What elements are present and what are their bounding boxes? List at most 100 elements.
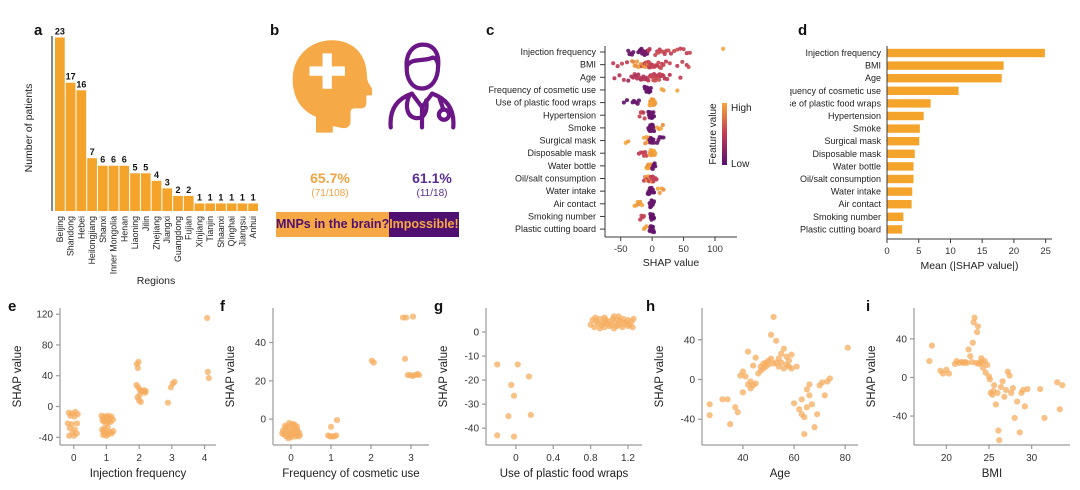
svg-text:20: 20 xyxy=(1009,246,1020,257)
svg-text:Disposable mask: Disposable mask xyxy=(812,149,881,159)
svg-text:Regions: Regions xyxy=(137,275,176,287)
svg-text:Plastic cutting board: Plastic cutting board xyxy=(800,224,881,234)
svg-text:16: 16 xyxy=(76,79,86,89)
svg-text:Frequency of cosmetic use: Frequency of cosmetic use xyxy=(488,85,596,95)
svg-text:6: 6 xyxy=(100,155,105,165)
svg-text:2: 2 xyxy=(136,453,142,464)
svg-text:Plastic cutting board: Plastic cutting board xyxy=(515,224,596,234)
brain-mnp-stat: 65.7% (71/108) xyxy=(280,170,380,199)
svg-text:Anhui: Anhui xyxy=(248,216,258,239)
svg-text:80: 80 xyxy=(42,340,54,351)
svg-text:1: 1 xyxy=(229,192,234,202)
svg-text:-40: -40 xyxy=(893,412,908,423)
banner-impossible: Impossible! xyxy=(389,212,459,237)
svg-text:SHAP value: SHAP value xyxy=(438,346,450,408)
svg-text:0: 0 xyxy=(513,453,519,464)
svg-text:-40: -40 xyxy=(39,433,54,444)
svg-text:0.8: 0.8 xyxy=(584,453,598,464)
svg-text:40: 40 xyxy=(737,453,749,464)
brain-mnp-fraction: (71/108) xyxy=(311,188,349,199)
svg-text:SHAP value: SHAP value xyxy=(654,346,666,408)
svg-text:1: 1 xyxy=(197,192,202,202)
svg-text:Frequency of cosmetic use: Frequency of cosmetic use xyxy=(790,86,881,96)
svg-text:Smoke: Smoke xyxy=(568,123,596,133)
svg-text:Jiangsu: Jiangsu xyxy=(237,216,247,246)
svg-text:-30: -30 xyxy=(465,400,480,411)
svg-text:0: 0 xyxy=(689,375,695,386)
svg-text:50: 50 xyxy=(678,244,689,255)
svg-text:Beijing: Beijing xyxy=(55,216,65,243)
svg-text:Low: Low xyxy=(731,159,750,170)
panel-g-letter: g xyxy=(434,298,444,315)
svg-text:Age: Age xyxy=(580,72,596,82)
svg-text:25: 25 xyxy=(983,453,995,464)
svg-text:Jiangxi: Jiangxi xyxy=(162,216,172,243)
doctor-icon xyxy=(388,42,456,130)
svg-text:SHAP value: SHAP value xyxy=(12,346,24,408)
svg-text:0: 0 xyxy=(884,246,889,257)
svg-text:Heilongjiang: Heilongjiang xyxy=(87,216,97,265)
banner-mnps-in-brain: MNPs in the brain? xyxy=(276,212,390,237)
svg-text:0: 0 xyxy=(71,453,77,464)
svg-text:Water intake: Water intake xyxy=(831,187,881,197)
svg-text:2: 2 xyxy=(368,453,374,464)
svg-text:High: High xyxy=(731,103,752,114)
svg-text:Shandong: Shandong xyxy=(66,216,76,256)
panel-a-letter: a xyxy=(34,22,43,39)
svg-text:Smoking number: Smoking number xyxy=(813,212,881,222)
panel-c-letter: c xyxy=(486,22,495,39)
svg-text:1: 1 xyxy=(208,192,213,202)
svg-text:Smoke: Smoke xyxy=(853,124,881,134)
shap-scatter-injection-frequency: 0 1 2 3 4 -40 0 40 80 120 Injection frequency SHAP … xyxy=(12,308,216,480)
svg-text:5: 5 xyxy=(916,246,921,257)
svg-text:SHAP value: SHAP value xyxy=(866,346,878,408)
svg-text:0.4: 0.4 xyxy=(546,453,560,464)
panel-i-letter: i xyxy=(866,298,871,315)
panel-h-letter: h xyxy=(646,298,656,315)
svg-text:Oil/salt consumption: Oil/salt consumption xyxy=(800,174,881,184)
panel-e-letter: e xyxy=(8,298,17,315)
svg-text:4: 4 xyxy=(154,170,159,180)
svg-text:-40: -40 xyxy=(681,415,696,426)
svg-text:3: 3 xyxy=(165,177,170,187)
svg-text:Zhejiang: Zhejiang xyxy=(152,216,162,250)
svg-text:Injection frequency: Injection frequency xyxy=(90,468,187,480)
svg-text:Fujian: Fujian xyxy=(184,216,194,240)
svg-text:120: 120 xyxy=(36,310,53,321)
brain-mnp-percentage: 65.7% xyxy=(310,170,350,186)
svg-text:Injection frequency: Injection frequency xyxy=(520,47,596,57)
svg-text:Henan: Henan xyxy=(119,216,129,242)
svg-text:-50: -50 xyxy=(614,244,628,255)
svg-text:SHAP value: SHAP value xyxy=(225,346,237,408)
doctor-fraction: (11/18) xyxy=(416,188,448,199)
svg-text:BMI: BMI xyxy=(580,60,596,70)
svg-text:Injection frequency: Injection frequency xyxy=(805,48,881,58)
head-with-cross-icon xyxy=(292,40,372,133)
svg-text:0: 0 xyxy=(901,373,907,384)
svg-text:20: 20 xyxy=(255,376,267,387)
svg-text:Water intake: Water intake xyxy=(546,186,596,196)
svg-text:Feature value: Feature value xyxy=(708,103,719,165)
svg-text:Jilin: Jilin xyxy=(141,216,151,231)
shap-scatter-plastic-food-wraps: 0 0.4 0.8 1.2 0 -10 -20 -30 -40 Use of plastic fo… xyxy=(438,308,642,480)
panel-b-letter: b xyxy=(270,22,280,39)
svg-text:7: 7 xyxy=(90,147,95,157)
svg-text:Water bottle: Water bottle xyxy=(548,161,596,171)
svg-text:80: 80 xyxy=(840,453,852,464)
svg-text:40: 40 xyxy=(684,335,696,346)
brain-mnp-infographic: 65.7% (71/108) 61.1% (11/18) MNPs in the… xyxy=(264,0,470,292)
svg-text:Water bottle: Water bottle xyxy=(833,161,881,171)
svg-text:BMI: BMI xyxy=(865,61,881,71)
panel-d-letter: d xyxy=(798,22,808,39)
svg-text:100: 100 xyxy=(707,244,723,255)
svg-text:23: 23 xyxy=(55,26,65,36)
svg-text:40: 40 xyxy=(896,334,908,345)
svg-text:3: 3 xyxy=(169,453,175,464)
svg-text:15: 15 xyxy=(977,246,988,257)
svg-text:Air contact: Air contact xyxy=(838,199,881,209)
svg-text:5: 5 xyxy=(143,162,148,172)
svg-text:1: 1 xyxy=(328,453,334,464)
svg-text:Frequency of cosmetic use: Frequency of cosmetic use xyxy=(282,468,419,480)
svg-text:Use of plastic food wraps: Use of plastic food wraps xyxy=(500,468,629,480)
